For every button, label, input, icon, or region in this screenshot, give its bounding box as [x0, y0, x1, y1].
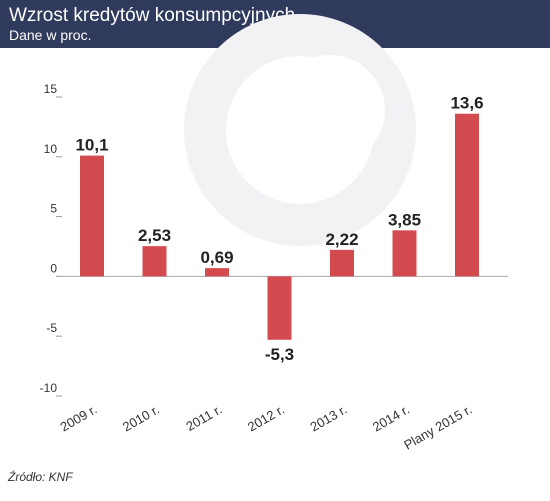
- bar-value-label: 13,6: [450, 94, 483, 113]
- y-tick-label: 15: [44, 82, 58, 96]
- y-tick-label: 5: [50, 202, 57, 216]
- y-tick-label: -10: [40, 381, 58, 395]
- category-label: Plany 2015 r.: [401, 402, 474, 453]
- bar: [455, 113, 479, 277]
- source-note: Źródło: KNF: [8, 470, 73, 484]
- y-tick-label: -5: [46, 321, 57, 335]
- watermark-ring: [184, 14, 416, 246]
- bar: [267, 276, 292, 340]
- y-tick-label: 10: [44, 142, 58, 156]
- x-axis-labels: 2009 r. 2010 r. 2011 r. 2012 r. 2013 r. 2014 …: [58, 402, 475, 453]
- category-label: 2011 r.: [183, 402, 224, 434]
- category-label: 2013 r.: [308, 402, 350, 435]
- bar-value-label: 2,22: [325, 230, 358, 249]
- chart-subtitle: Dane w proc.: [9, 27, 92, 43]
- bar: [330, 249, 354, 277]
- watermark-inner: [275, 55, 385, 165]
- category-label: 2010 r.: [120, 402, 162, 435]
- bar: [80, 155, 104, 277]
- bar: [142, 246, 167, 277]
- bar-value-label: 10,1: [75, 136, 108, 155]
- chart-title: Wzrost kredytów konsumpcyjnych: [9, 5, 296, 26]
- data-labels: 10,1 2,53 0,69 -5,3 2,22 3,85 13,6: [75, 94, 483, 364]
- category-label: 2009 r.: [58, 402, 100, 435]
- bar: [392, 230, 417, 277]
- bar-value-label: 3,85: [388, 210, 421, 229]
- y-tick-label: 0: [50, 261, 57, 275]
- bar: [205, 268, 229, 277]
- bars: [80, 113, 479, 340]
- bar-value-label: 0,69: [200, 248, 233, 267]
- category-label: 2012 r.: [245, 402, 287, 435]
- bar-value-label: -5,3: [265, 345, 294, 364]
- category-label: 2014 r.: [370, 402, 412, 435]
- bar-value-label: 2,53: [138, 226, 171, 245]
- watermark-logo: [184, 14, 416, 246]
